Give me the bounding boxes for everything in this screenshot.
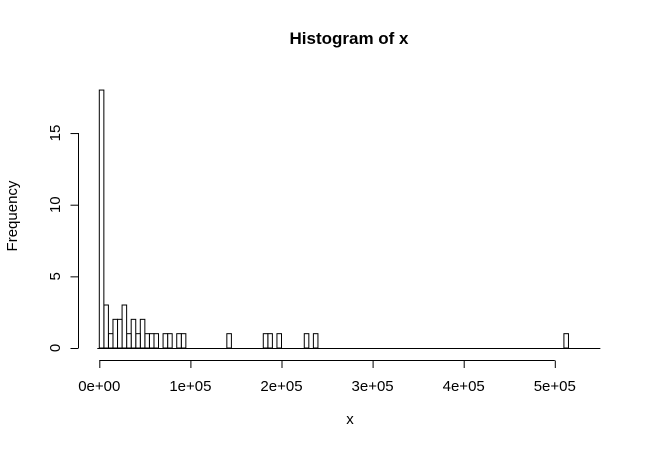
chart-title: Histogram of x bbox=[289, 29, 409, 48]
histogram-bar bbox=[112, 318, 119, 349]
x-tick-label: 5e+05 bbox=[534, 378, 576, 395]
histogram-bar bbox=[167, 333, 173, 349]
y-tick-label: 0 bbox=[47, 344, 64, 352]
histogram-bar bbox=[176, 333, 182, 349]
y-tick-label: 5 bbox=[47, 272, 64, 280]
x-tick-label: 4e+05 bbox=[443, 378, 485, 395]
histogram-bar bbox=[130, 318, 137, 349]
histogram-bar bbox=[121, 304, 128, 349]
x-tick-label: 1e+05 bbox=[169, 378, 211, 395]
histogram-bar bbox=[148, 333, 155, 349]
histogram-bar bbox=[98, 89, 105, 349]
histogram-bar bbox=[180, 333, 187, 349]
histogram-bar bbox=[303, 333, 310, 349]
histogram-bar bbox=[563, 333, 569, 349]
histogram-bar bbox=[312, 333, 319, 349]
y-tick-label: 10 bbox=[47, 196, 64, 213]
histogram-bar bbox=[139, 318, 146, 349]
x-tick-label: 2e+05 bbox=[260, 378, 302, 395]
y-tick-label: 15 bbox=[47, 125, 64, 142]
histogram-bar bbox=[126, 333, 132, 349]
histogram-bar bbox=[117, 318, 123, 349]
histogram-bar bbox=[162, 333, 169, 349]
histogram-bar bbox=[135, 333, 141, 349]
histogram-bar bbox=[153, 333, 160, 349]
x-axis-label: x bbox=[346, 411, 354, 428]
histogram-bar bbox=[144, 333, 150, 349]
histogram-bar bbox=[267, 333, 273, 349]
x-tick-label: 3e+05 bbox=[352, 378, 394, 395]
histogram-bar bbox=[276, 333, 283, 349]
histogram-bar bbox=[262, 333, 269, 349]
y-axis-label: Frequency bbox=[4, 180, 21, 251]
histogram-bar bbox=[226, 333, 232, 349]
histogram-bar bbox=[103, 304, 109, 349]
x-tick-label: 0e+00 bbox=[78, 378, 120, 395]
histogram-bar bbox=[107, 333, 114, 349]
